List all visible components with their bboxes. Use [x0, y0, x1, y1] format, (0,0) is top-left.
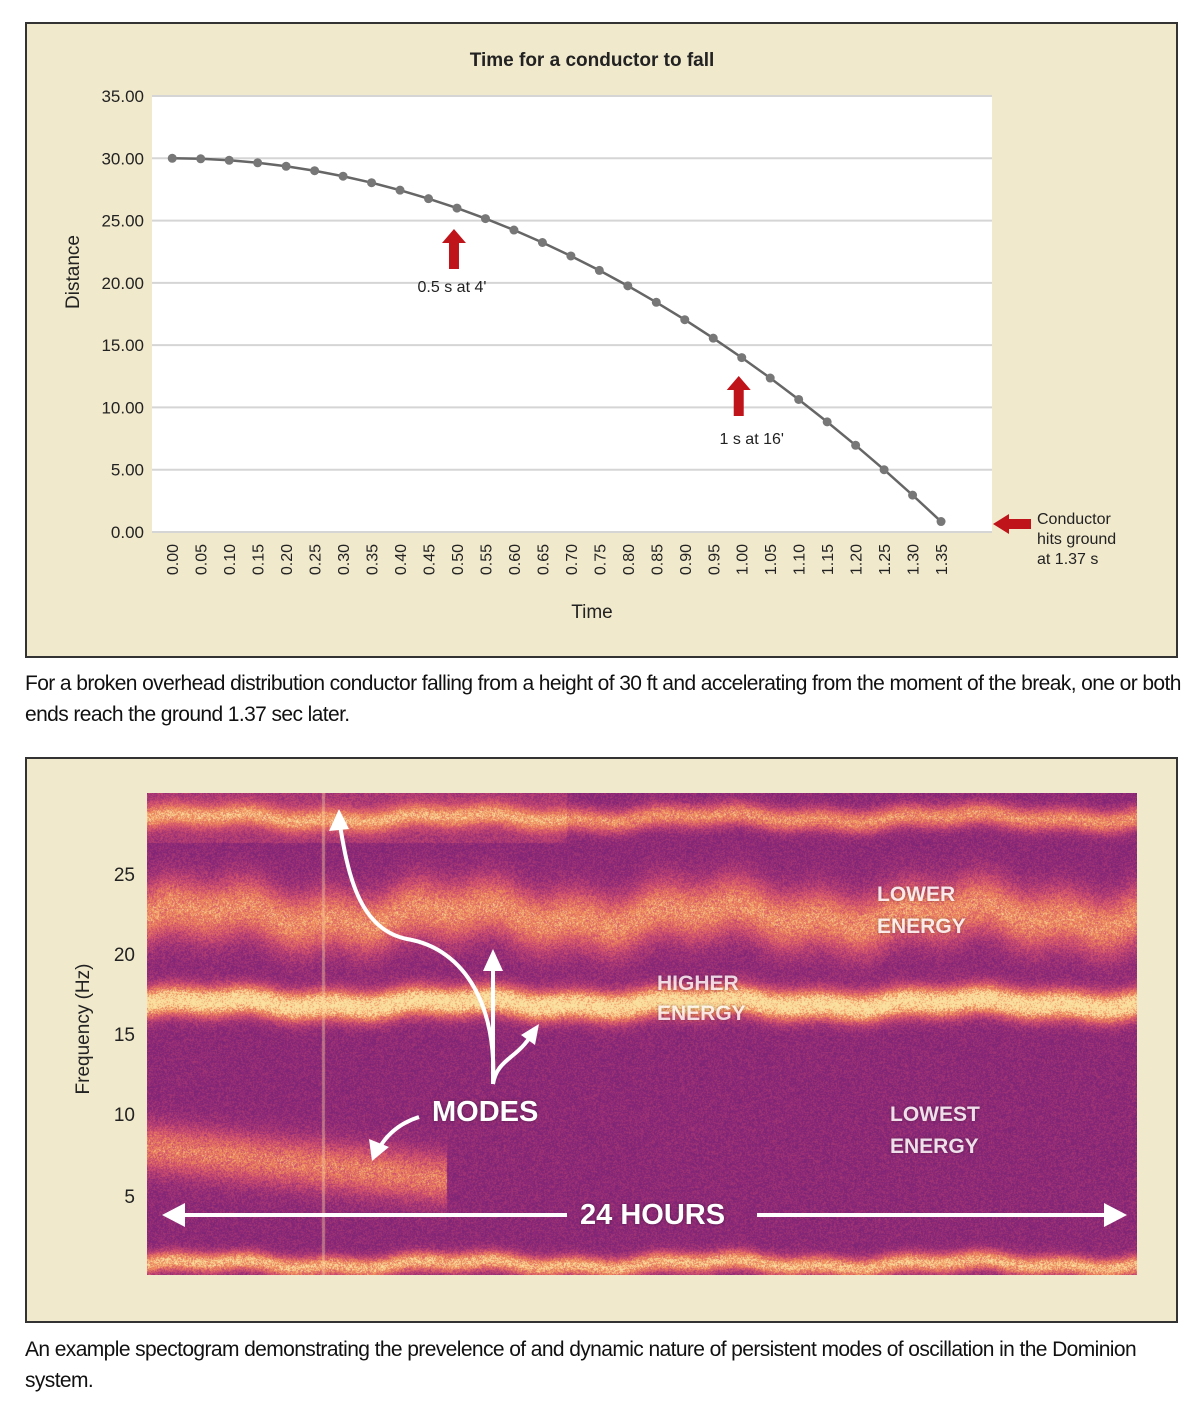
arrow-heads — [162, 809, 1127, 1227]
data-point — [395, 185, 405, 195]
red-arrow-icon — [726, 376, 751, 416]
y-tick: 10 — [114, 1105, 135, 1126]
x-tick-label: 1.15 — [820, 544, 837, 575]
data-point — [338, 171, 348, 181]
modes-arrows — [172, 818, 1117, 1217]
annotation-label: 0.5 s at 4' — [418, 279, 487, 296]
data-point — [310, 166, 320, 176]
x-tick-label: 0.60 — [507, 544, 524, 575]
x-tick-label: 1.30 — [906, 544, 923, 575]
data-point — [851, 440, 861, 450]
y-tick-label: 35.00 — [101, 87, 144, 106]
data-point — [167, 153, 177, 163]
y-tick-label: 0.00 — [111, 523, 144, 542]
data-point — [708, 333, 718, 343]
data-point — [794, 394, 804, 404]
higher-energy-label: HIGHER ENERGY — [657, 972, 746, 1025]
data-point — [367, 178, 377, 188]
data-point — [651, 297, 661, 307]
red-arrow-icon — [441, 229, 466, 269]
x-axis-label: Time — [571, 602, 613, 623]
y-tick: 20 — [114, 945, 135, 966]
red-arrow-icon — [993, 514, 1031, 534]
y-tick-label: 20.00 — [101, 274, 144, 293]
x-tick-label: 0.85 — [649, 544, 666, 575]
x-tick-label: 0.70 — [564, 544, 581, 575]
data-point — [480, 214, 490, 224]
modes-label: MODES — [432, 1096, 539, 1128]
x-tick-label: 0.50 — [450, 544, 467, 575]
figure2-caption: An example spectogram demonstrating the … — [25, 1338, 1137, 1392]
spectrogram-axes: Frequency (Hz) 5 10 15 20 25 — [73, 809, 1127, 1227]
chart-title: Time for a conductor to fall — [470, 50, 715, 71]
y-tick-label: 15.00 — [101, 336, 144, 355]
spectrogram — [147, 793, 1137, 1275]
data-point — [452, 203, 462, 213]
x-tick-label: 0.80 — [621, 544, 638, 575]
lower-energy-label: LOWER ENERGY — [877, 883, 966, 938]
x-tick-label: 0.90 — [678, 544, 695, 575]
x-tick-label: 1.20 — [849, 544, 866, 575]
spectrogram-figure: Frequency (Hz) 5 10 15 20 25 MODES HIGHE… — [25, 757, 1178, 1323]
x-tick-label: 0.00 — [165, 544, 182, 575]
x-tick-label: 0.05 — [194, 544, 211, 575]
y-tick-label: 30.00 — [101, 149, 144, 168]
x-tick-label: 0.45 — [422, 544, 439, 575]
x-tick-label: 0.40 — [393, 544, 410, 575]
data-point — [737, 353, 747, 363]
y-axis-label: Distance — [63, 235, 84, 309]
spectrogram-y-label: Frequency (Hz) — [73, 964, 94, 1095]
data-point — [253, 158, 263, 168]
y-tick: 15 — [114, 1025, 135, 1046]
lowest-energy-label: LOWEST ENERGY — [890, 1103, 980, 1158]
data-point — [765, 373, 775, 383]
fall-chart: Time for a conductor to fall Time Distan… — [63, 50, 1116, 623]
x-tick-label: 1.10 — [792, 544, 809, 575]
fall-chart-figure: Time for a conductor to fall Time Distan… — [25, 22, 1178, 658]
data-point — [822, 417, 832, 427]
x-tick-label: 0.15 — [251, 544, 268, 575]
x-tick-label: 0.75 — [592, 544, 609, 575]
data-point — [594, 265, 604, 275]
data-point — [424, 194, 434, 204]
x-tick-label: 1.35 — [934, 544, 951, 575]
x-tick-label: 0.95 — [706, 544, 723, 575]
y-tick-label: 25.00 — [101, 212, 144, 231]
data-point — [680, 315, 690, 325]
y-tick-label: 10.00 — [101, 398, 144, 417]
data-point — [908, 490, 918, 500]
y-tick: 25 — [114, 865, 135, 886]
data-point — [281, 161, 291, 171]
data-point — [566, 251, 576, 261]
data-point — [537, 237, 547, 247]
y-tick: 5 — [124, 1187, 135, 1208]
data-point — [623, 281, 633, 291]
series-line — [172, 157, 942, 523]
y-tick-label: 5.00 — [111, 461, 144, 480]
x-tick-label: 0.65 — [535, 544, 552, 575]
annotation-label: Conductor hits ground at 1.37 s — [1037, 511, 1116, 568]
x-tick-label: 0.25 — [308, 544, 325, 575]
data-point — [879, 465, 889, 475]
duration-label: 24 HOURS — [580, 1199, 726, 1231]
x-tick-label: 0.10 — [222, 544, 239, 575]
plot-area — [152, 96, 992, 532]
figure1-caption: For a broken overhead distribution condu… — [25, 672, 1181, 726]
x-tick-label: 1.25 — [877, 544, 894, 575]
annotation-label: 1 s at 16' — [720, 431, 784, 448]
x-tick-label: 0.30 — [336, 544, 353, 575]
x-tick-label: 0.35 — [365, 544, 382, 575]
data-point — [196, 154, 206, 164]
data-point — [509, 225, 519, 235]
x-tick-label: 0.55 — [478, 544, 495, 575]
x-tick-label: 1.00 — [735, 544, 752, 575]
data-point — [936, 517, 946, 527]
x-tick-label: 1.05 — [763, 544, 780, 575]
x-tick-label: 0.20 — [279, 544, 296, 575]
data-point — [224, 155, 234, 165]
